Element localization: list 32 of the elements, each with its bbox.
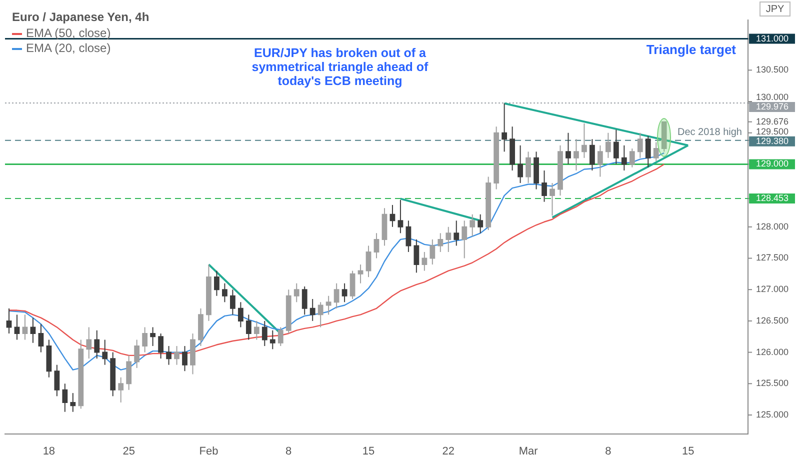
legend-label: EMA (20, close): [26, 41, 111, 56]
y-tick-label: 125.000: [756, 409, 789, 420]
y-tick-label: 129.380: [756, 136, 789, 146]
ref-line-label: Triangle target: [646, 42, 737, 57]
y-tick-label: 125.500: [756, 378, 789, 388]
x-tick-label: 22: [442, 445, 455, 458]
y-tick-label: 131.000: [756, 33, 789, 44]
y-axis-title: JPY: [766, 4, 784, 15]
y-tick-label: 130.000: [756, 92, 789, 102]
y-tick-label: 129.976: [756, 101, 789, 112]
annotation: EUR/JPY has broken out of a symmetrical triangle ahead of today's ECB meeting: [250, 46, 430, 88]
x-tick-label: 25: [122, 445, 135, 458]
x-tick-label: 8: [286, 445, 292, 458]
y-tick-label: 127.000: [756, 284, 789, 294]
y-tick-label: 130.500: [756, 64, 789, 75]
y-tick-label: 126.000: [756, 346, 789, 357]
y-tick-label: 126.500: [756, 315, 789, 326]
x-tick-label: Mar: [518, 445, 538, 458]
x-tick-label: Feb: [199, 445, 218, 458]
chart-title: Euro / Japanese Yen, 4h: [12, 10, 150, 24]
y-tick-label: 129.500: [756, 126, 789, 136]
y-tick-label: 128.453: [756, 192, 789, 203]
x-tick-label: 15: [362, 445, 375, 458]
x-tick-label: 15: [682, 445, 694, 458]
legend-label: EMA (50, close): [26, 26, 111, 41]
y-tick-label: 127.500: [756, 252, 789, 263]
x-tick-label: 18: [42, 445, 56, 458]
y-tick-label: 129.000: [756, 158, 789, 169]
y-tick-label: 128.000: [756, 221, 789, 232]
x-tick-label: 8: [605, 445, 612, 458]
ref-line-label: Dec 2018 high: [678, 127, 742, 138]
y-tick-label: 129.676: [756, 116, 789, 126]
